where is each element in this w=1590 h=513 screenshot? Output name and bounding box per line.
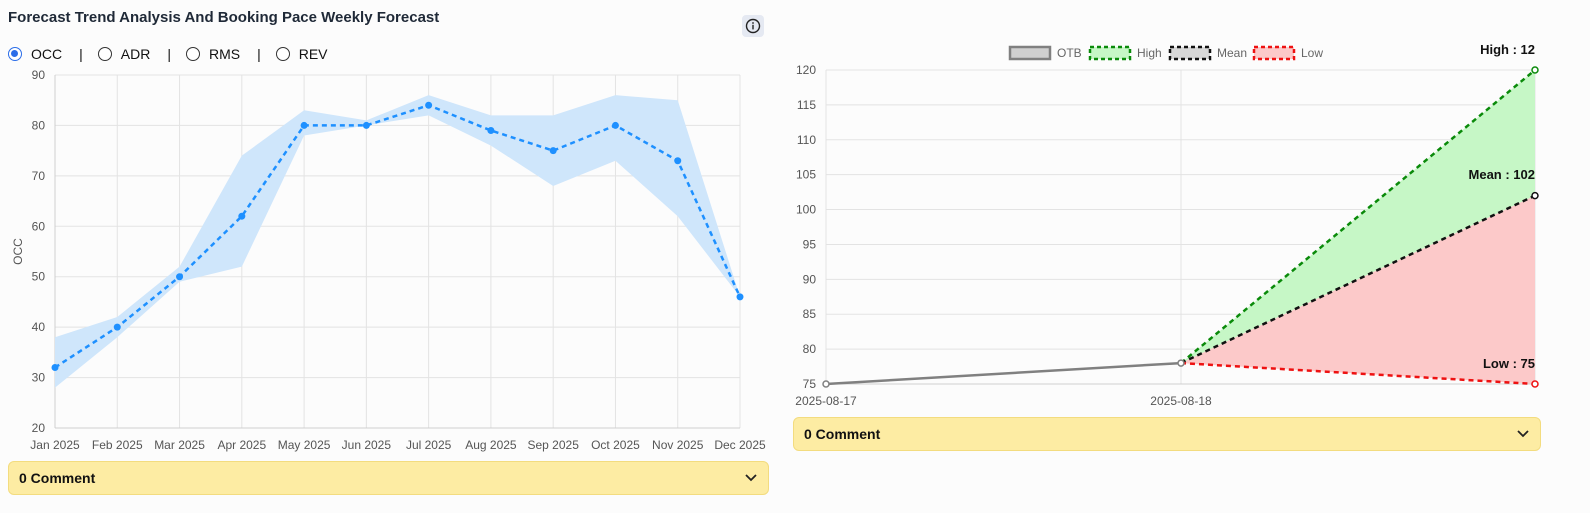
y-tick-label: 115 (797, 98, 816, 112)
radio-label: ADR (120, 46, 151, 62)
legend-label-high: High (1137, 46, 1162, 60)
x-tick-label: Apr 2025 (217, 438, 266, 452)
comment-count: 0 Comment (19, 470, 96, 486)
mean-data-point (1531, 191, 1539, 200)
x-tick-label: Jun 2025 (342, 438, 392, 452)
legend-label-otb: OTB (1057, 46, 1082, 60)
y-tick-label: 60 (32, 219, 46, 233)
x-tick-label: Mar 2025 (154, 438, 205, 452)
occ-data-point (549, 147, 557, 155)
chevron-down-icon[interactable] (1516, 429, 1530, 439)
booking-pace-chart: 75 80 85 90 95 100 105 110 115 120 2025-08-17 2025-… (795, 42, 1539, 408)
x-tick-label: Feb 2025 (92, 438, 143, 452)
radio-rms[interactable]: RMS (185, 46, 241, 62)
x-tick-label: Sep 2025 (527, 438, 579, 452)
otb-series-line (825, 361, 1182, 386)
occ-data-point (736, 293, 744, 301)
radio-adr[interactable]: ADR (97, 46, 151, 62)
y-tick-label: 85 (803, 307, 817, 321)
high-annotation: High : 12 (1480, 42, 1535, 57)
comment-count: 0 Comment (804, 426, 881, 442)
y-tick-label: 80 (32, 118, 46, 132)
right-comment-bar[interactable]: 0 Comment (793, 417, 1541, 451)
x-tick-label: May 2025 (278, 438, 331, 452)
x-tick-label: Jan 2025 (30, 438, 80, 452)
y-tick-label: 30 (32, 371, 46, 385)
radio-label: RMS (208, 46, 241, 62)
low-data-point (1531, 380, 1539, 388)
radio-rev[interactable]: REV (275, 46, 328, 62)
otb-data-point (1177, 359, 1185, 367)
occ-data-point (362, 121, 370, 129)
separator: | (167, 46, 171, 62)
y-tick-label: 70 (32, 169, 46, 183)
legend-label-low: Low (1301, 46, 1323, 60)
y-tick-label: 50 (32, 270, 46, 284)
page-title: Forecast Trend Analysis And Booking Pace… (8, 9, 440, 26)
legend-swatch-high (1088, 45, 1132, 61)
legend-label-mean: Mean (1217, 46, 1247, 60)
separator: | (257, 46, 261, 62)
y-tick-label: 95 (803, 237, 817, 251)
mean-annotation: Mean : 102 (1469, 167, 1535, 182)
y-tick-label: 90 (32, 68, 46, 82)
occ-data-point (113, 323, 121, 331)
radio-button-icon (97, 47, 112, 61)
y-tick-label: 40 (32, 320, 46, 334)
occ-data-point (425, 101, 433, 109)
radio-label: OCC (31, 46, 63, 62)
left-comment-bar[interactable]: 0 Comment (8, 461, 769, 495)
x-tick-label: Aug 2025 (465, 438, 517, 452)
chevron-down-icon[interactable] (744, 473, 758, 483)
y-tick-label: 120 (796, 63, 816, 77)
x-tick-label: Nov 2025 (652, 438, 704, 452)
x-tick-label: 2025-08-17 (795, 394, 857, 408)
separator: | (79, 46, 83, 62)
occ-data-point (674, 157, 682, 165)
occ-data-point (487, 126, 495, 134)
occ-trend-chart: 20 30 40 50 60 70 80 90 Jan 2025 Feb 2025 Mar 2025… (11, 68, 766, 452)
y-tick-label: 90 (803, 272, 817, 286)
high-data-point (1531, 66, 1539, 74)
occ-data-point (51, 363, 59, 371)
high-series-line (1180, 69, 1536, 365)
y-tick-label: 105 (796, 168, 816, 182)
legend-swatch-otb (1008, 45, 1052, 61)
info-button[interactable] (742, 15, 764, 37)
confidence-band (55, 95, 740, 388)
x-tick-label: Dec 2025 (714, 438, 766, 452)
low-annotation: Low : 75 (1483, 356, 1535, 371)
y-tick-label: 110 (797, 133, 816, 147)
radio-button-icon (275, 47, 290, 61)
x-tick-label: Oct 2025 (591, 438, 640, 452)
radio-button-icon (185, 47, 200, 61)
radio-occ[interactable]: OCC (8, 46, 62, 62)
metric-selector: OCC | ADR | RMS | REV (8, 44, 328, 64)
y-tick-label: 20 (32, 421, 46, 435)
legend-swatch-mean (1168, 45, 1212, 61)
x-tick-label: Jul 2025 (406, 438, 452, 452)
x-tick-label: 2025-08-18 (1150, 394, 1212, 408)
mean-series-line (1180, 194, 1536, 365)
y-tick-label: 75 (803, 377, 817, 391)
occ-data-point (611, 121, 619, 129)
radio-button-icon (8, 47, 22, 61)
occ-data-point (176, 273, 184, 281)
radio-label: REV (298, 46, 328, 62)
y-axis-label: OCC (11, 238, 25, 265)
otb-data-point (822, 380, 830, 388)
info-circle-icon (745, 18, 761, 34)
low-fill-area (1181, 195, 1535, 384)
y-tick-label: 80 (803, 342, 817, 356)
y-tick-label: 100 (796, 203, 816, 217)
legend-swatch-low (1252, 45, 1296, 61)
occ-data-point (238, 212, 246, 220)
occ-data-point (300, 121, 308, 129)
